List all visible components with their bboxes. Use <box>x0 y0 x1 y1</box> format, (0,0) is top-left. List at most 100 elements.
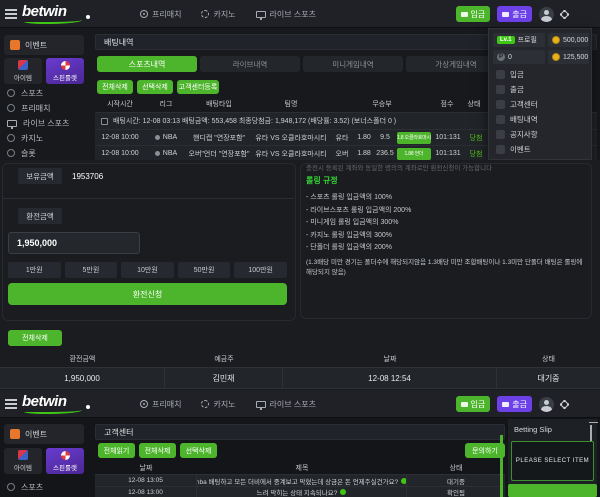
sidebar-item-casino[interactable]: 카지노 <box>0 131 88 145</box>
sidebar-item-live-sports[interactable]: 라이브 스포츠 <box>0 116 88 130</box>
col-holder: 예금주 <box>214 355 234 363</box>
menu-item-event[interactable]: 이벤트 <box>493 142 589 157</box>
col-status: 상태 <box>449 464 463 472</box>
soccer-icon <box>7 104 15 112</box>
logo-swoosh <box>24 18 82 24</box>
menu-icon[interactable] <box>5 9 17 19</box>
exchange-submit-button[interactable]: 환전신청 <box>8 283 287 305</box>
sidebar-tile-item[interactable]: 아이템 <box>4 58 42 84</box>
profile-avatar[interactable] <box>539 396 554 412</box>
nav-casino[interactable]: 카지노 <box>201 9 236 20</box>
exchange-screen: 보유금액 1953706 환전금액 1만원 5만원 10만원 50만원 100만… <box>0 160 600 390</box>
rolling-rules-note: (1.3배당 미만 경기는 폴더수에 해당되지않음 1.3배당 미만 조합배팅이… <box>306 259 583 276</box>
history-delete-all-button[interactable]: 전체삭제 <box>8 330 62 346</box>
denom-100k-button[interactable]: 10만원 <box>121 262 174 278</box>
nav-casino[interactable]: 카지노 <box>201 399 236 410</box>
col-score: 점수 <box>440 101 454 108</box>
monitor-icon <box>7 119 17 129</box>
banknote-icon <box>502 11 510 17</box>
betslip-action-bar[interactable] <box>508 484 597 497</box>
sidebar-tile-roulette[interactable]: 스핀룰렛 <box>46 58 84 84</box>
menu-item-withdraw[interactable]: 출금 <box>493 82 589 97</box>
logo-text: betwin <box>22 3 67 20</box>
rolling-rules-title: 롤링 규정 <box>306 176 338 185</box>
betwin-logo[interactable]: betwin <box>22 393 92 415</box>
sidebar-item-slots[interactable]: 슬롯 <box>0 146 88 160</box>
sidebar-item-sports[interactable]: 스포츠 <box>0 480 88 494</box>
sidebar-item-prematch[interactable]: 프리매치 <box>0 101 88 115</box>
page-title: 고객센터 <box>95 424 505 440</box>
sidebar-item-sports[interactable]: 스포츠 <box>0 86 88 100</box>
profile-avatar[interactable] <box>539 6 554 22</box>
level-badge: Lv.1 <box>497 36 515 44</box>
betwin-logo[interactable]: betwin <box>22 3 92 25</box>
read-all-button[interactable]: 전체읽기 <box>98 443 135 458</box>
headset-icon <box>496 100 505 109</box>
tab-sports-history[interactable]: 스포츠내역 <box>97 56 197 72</box>
balance-value: 1953706 <box>72 172 104 181</box>
banknote-icon <box>502 401 510 407</box>
question-row[interactable]: 12-08 13:00 느려 막히는 상태 지속되나요? 확인됨 <box>95 486 505 497</box>
theme-sun-icon[interactable] <box>561 400 568 408</box>
exchange-history-header: 환전금액 예금주 날짜 상태 <box>0 351 600 366</box>
withdraw-button[interactable]: 출금 <box>497 6 532 22</box>
nav-live-sports[interactable]: 라이브 스포츠 <box>255 399 316 410</box>
theme-sun-icon[interactable] <box>561 10 568 18</box>
inquiry-button[interactable]: 문의하기 <box>465 443 505 458</box>
menu-item-bet-history[interactable]: 배팅내역 <box>493 112 589 127</box>
question-row[interactable]: 12-08 13:05 nba 배팅하고 모든 더비에서 중계보고 막혔는데 상… <box>95 474 505 486</box>
col-bet-type: 배팅타입 <box>206 101 232 108</box>
row-checkbox[interactable] <box>100 117 108 125</box>
coin-icon <box>552 53 560 61</box>
denom-500k-button[interactable]: 50만원 <box>177 262 231 278</box>
exchange-history-row: 1,950,000 김민재 12-08 12:54 대기중 <box>0 367 600 389</box>
logo-dot <box>86 15 90 19</box>
betting-table-header: 시작시간 리그 배팅타입 팀명 무승부 점수 상태 <box>95 96 597 112</box>
badge-flag-icon <box>18 450 28 460</box>
badge-flag-icon <box>18 60 28 70</box>
page-title: 배팅내역 <box>95 34 597 50</box>
card-icon <box>460 11 468 17</box>
menu-item-notice[interactable]: 공지사항 <box>493 127 589 142</box>
delete-all-button[interactable]: 전체삭제 <box>139 443 176 458</box>
denom-50k-button[interactable]: 5만원 <box>64 262 118 278</box>
balance-label-chip: 보유금액 <box>18 168 62 184</box>
sidebar-tile-item[interactable]: 아이템 <box>4 448 42 474</box>
tab-virtual-history[interactable]: 가상게임내역 <box>406 56 506 72</box>
menu-item-support[interactable]: 고객센터 <box>493 97 589 112</box>
tab-live-history[interactable]: 라이브내역 <box>200 56 300 72</box>
betslip-title: Betting Slip <box>514 425 552 434</box>
nav-live-sports[interactable]: 라이브 스포츠 <box>255 9 316 20</box>
sidebar-tile-roulette[interactable]: 스핀룰렛 <box>46 448 84 474</box>
menu-icon[interactable] <box>5 399 17 409</box>
betting-slip-panel: Betting Slip PLEASE SELECT ITEM <box>508 419 597 497</box>
denom-1m-button[interactable]: 100만원 <box>234 262 287 278</box>
gift-icon <box>496 145 505 154</box>
denom-10k-button[interactable]: 1만원 <box>8 262 61 278</box>
picked-odds: 1.8 오클라호마시티 <box>397 131 431 144</box>
tab-minigame-history[interactable]: 미니게임내역 <box>303 56 403 72</box>
menu-item-deposit[interactable]: 입금 <box>493 67 589 82</box>
amount-input[interactable] <box>8 232 140 254</box>
profile-level-chip: Lv.1 프로필 <box>493 33 545 47</box>
soccer-icon <box>140 400 148 408</box>
withdraw-button[interactable]: 출금 <box>497 396 532 412</box>
deposit-button[interactable]: 입금 <box>455 396 491 412</box>
menu-item-mypage[interactable]: 마이페이지 <box>493 157 589 159</box>
picked-odds: 1.88 언더 <box>397 147 431 160</box>
delete-all-button[interactable]: 전체삭제 <box>97 80 133 94</box>
deposit-button[interactable]: 입금 <box>455 6 491 22</box>
delete-selected-button[interactable]: 선택삭제 <box>180 443 217 458</box>
sidebar-item-event[interactable]: 이벤트 <box>4 35 84 55</box>
question-title: 느려 막히는 상태 지속되나요? <box>256 490 338 497</box>
document-icon <box>496 115 505 124</box>
nav-prematch[interactable]: 프리매치 <box>140 399 181 410</box>
register-support-button[interactable]: 고객센터등록 <box>177 80 219 94</box>
denomination-row: 1만원 5만원 10만원 50만원 100만원 <box>8 262 287 278</box>
sidebar-item-event[interactable]: 이벤트 <box>4 424 84 444</box>
col-date: 날짜 <box>383 355 397 363</box>
soccer-icon <box>140 10 148 18</box>
delete-selected-button[interactable]: 선택삭제 <box>137 80 173 94</box>
nav-prematch[interactable]: 프리매치 <box>140 9 181 20</box>
